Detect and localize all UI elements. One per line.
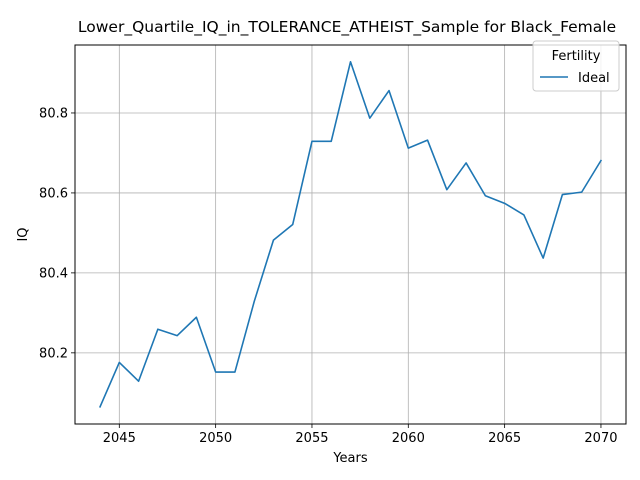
legend-box	[532, 40, 620, 92]
x-tick-label: 2050	[199, 431, 232, 446]
y-tick-label: 80.6	[39, 186, 68, 201]
legend-title: Fertility	[552, 49, 601, 64]
x-tick-label: 2045	[103, 431, 136, 446]
y-axis-label: IQ	[16, 227, 31, 241]
x-tick-label: 2060	[392, 431, 425, 446]
x-axis-label: Years	[332, 451, 368, 466]
x-tick-label: 2070	[584, 431, 617, 446]
axis-ticks: 2045 2050 2055 2060 2065 2070 80.2 80.4 80.6 80.8	[39, 106, 617, 446]
y-tick-label: 80.4	[39, 266, 68, 281]
x-tick-label: 2055	[295, 431, 328, 446]
grid	[75, 45, 626, 424]
x-tick-label: 2065	[488, 431, 521, 446]
legend: Fertility Ideal	[532, 40, 620, 92]
y-tick-label: 80.8	[39, 106, 68, 121]
plot-lines	[98, 60, 603, 408]
plot-frame	[74, 44, 627, 425]
y-tick-label: 80.2	[39, 346, 68, 361]
legend-label-ideal: Ideal	[578, 71, 610, 86]
series-line-ideal	[98, 60, 603, 408]
chart-title: Lower_Quartile_IQ_in_TOLERANCE_ATHEIST_S…	[78, 18, 616, 37]
